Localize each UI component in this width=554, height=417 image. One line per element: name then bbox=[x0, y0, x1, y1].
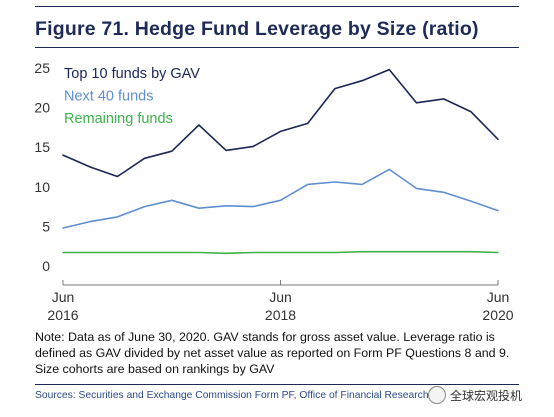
y-tick-label: 0 bbox=[42, 258, 50, 274]
x-tick-label: 2018 bbox=[265, 307, 296, 323]
legend: Top 10 funds by GAV Next 40 funds Remainin… bbox=[64, 66, 200, 127]
top-rule bbox=[35, 6, 519, 7]
series-line-2 bbox=[62, 168, 499, 229]
legend-entry: Remaining funds bbox=[64, 111, 173, 127]
series-line-3 bbox=[62, 250, 499, 255]
watermark: 全球宏观投机 bbox=[428, 386, 522, 404]
y-tick-label: 5 bbox=[42, 218, 50, 234]
x-tick-label: 2016 bbox=[47, 307, 78, 323]
x-tick-label: Jun bbox=[52, 289, 75, 305]
watermark-text: 全球宏观投机 bbox=[450, 388, 523, 403]
axes: 0 5 10 15 20 25 Jun 2016 Jun 2018 Jun 2020 bbox=[34, 60, 513, 323]
x-tick-label: Jun bbox=[269, 289, 292, 305]
figure-note: Note: Data as of June 30, 2020. GAV stan… bbox=[35, 330, 510, 376]
x-tick-label: 2020 bbox=[482, 307, 513, 323]
figure-sources: Sources: Securities and Exchange Commiss… bbox=[35, 390, 429, 401]
legend-entry: Top 10 funds by GAV bbox=[64, 66, 200, 82]
y-tick-label: 20 bbox=[34, 100, 50, 116]
y-tick-label: 10 bbox=[34, 179, 50, 195]
x-tick-label: Jun bbox=[487, 289, 510, 305]
y-tick-label: 15 bbox=[34, 139, 50, 155]
series-line-1 bbox=[62, 68, 499, 178]
figure-title: Figure 71. Hedge Fund Leverage by Size (… bbox=[35, 18, 479, 40]
series-layer bbox=[62, 68, 499, 255]
bottom-rule bbox=[35, 384, 519, 385]
legend-entry: Next 40 funds bbox=[64, 89, 153, 105]
wechat-logo-icon bbox=[428, 386, 446, 404]
title-rule bbox=[35, 47, 519, 48]
y-tick-label: 25 bbox=[34, 60, 50, 76]
chart: 0 5 10 15 20 25 Jun 2016 Jun 2018 Jun 2020 Top 10 f… bbox=[34, 60, 513, 323]
